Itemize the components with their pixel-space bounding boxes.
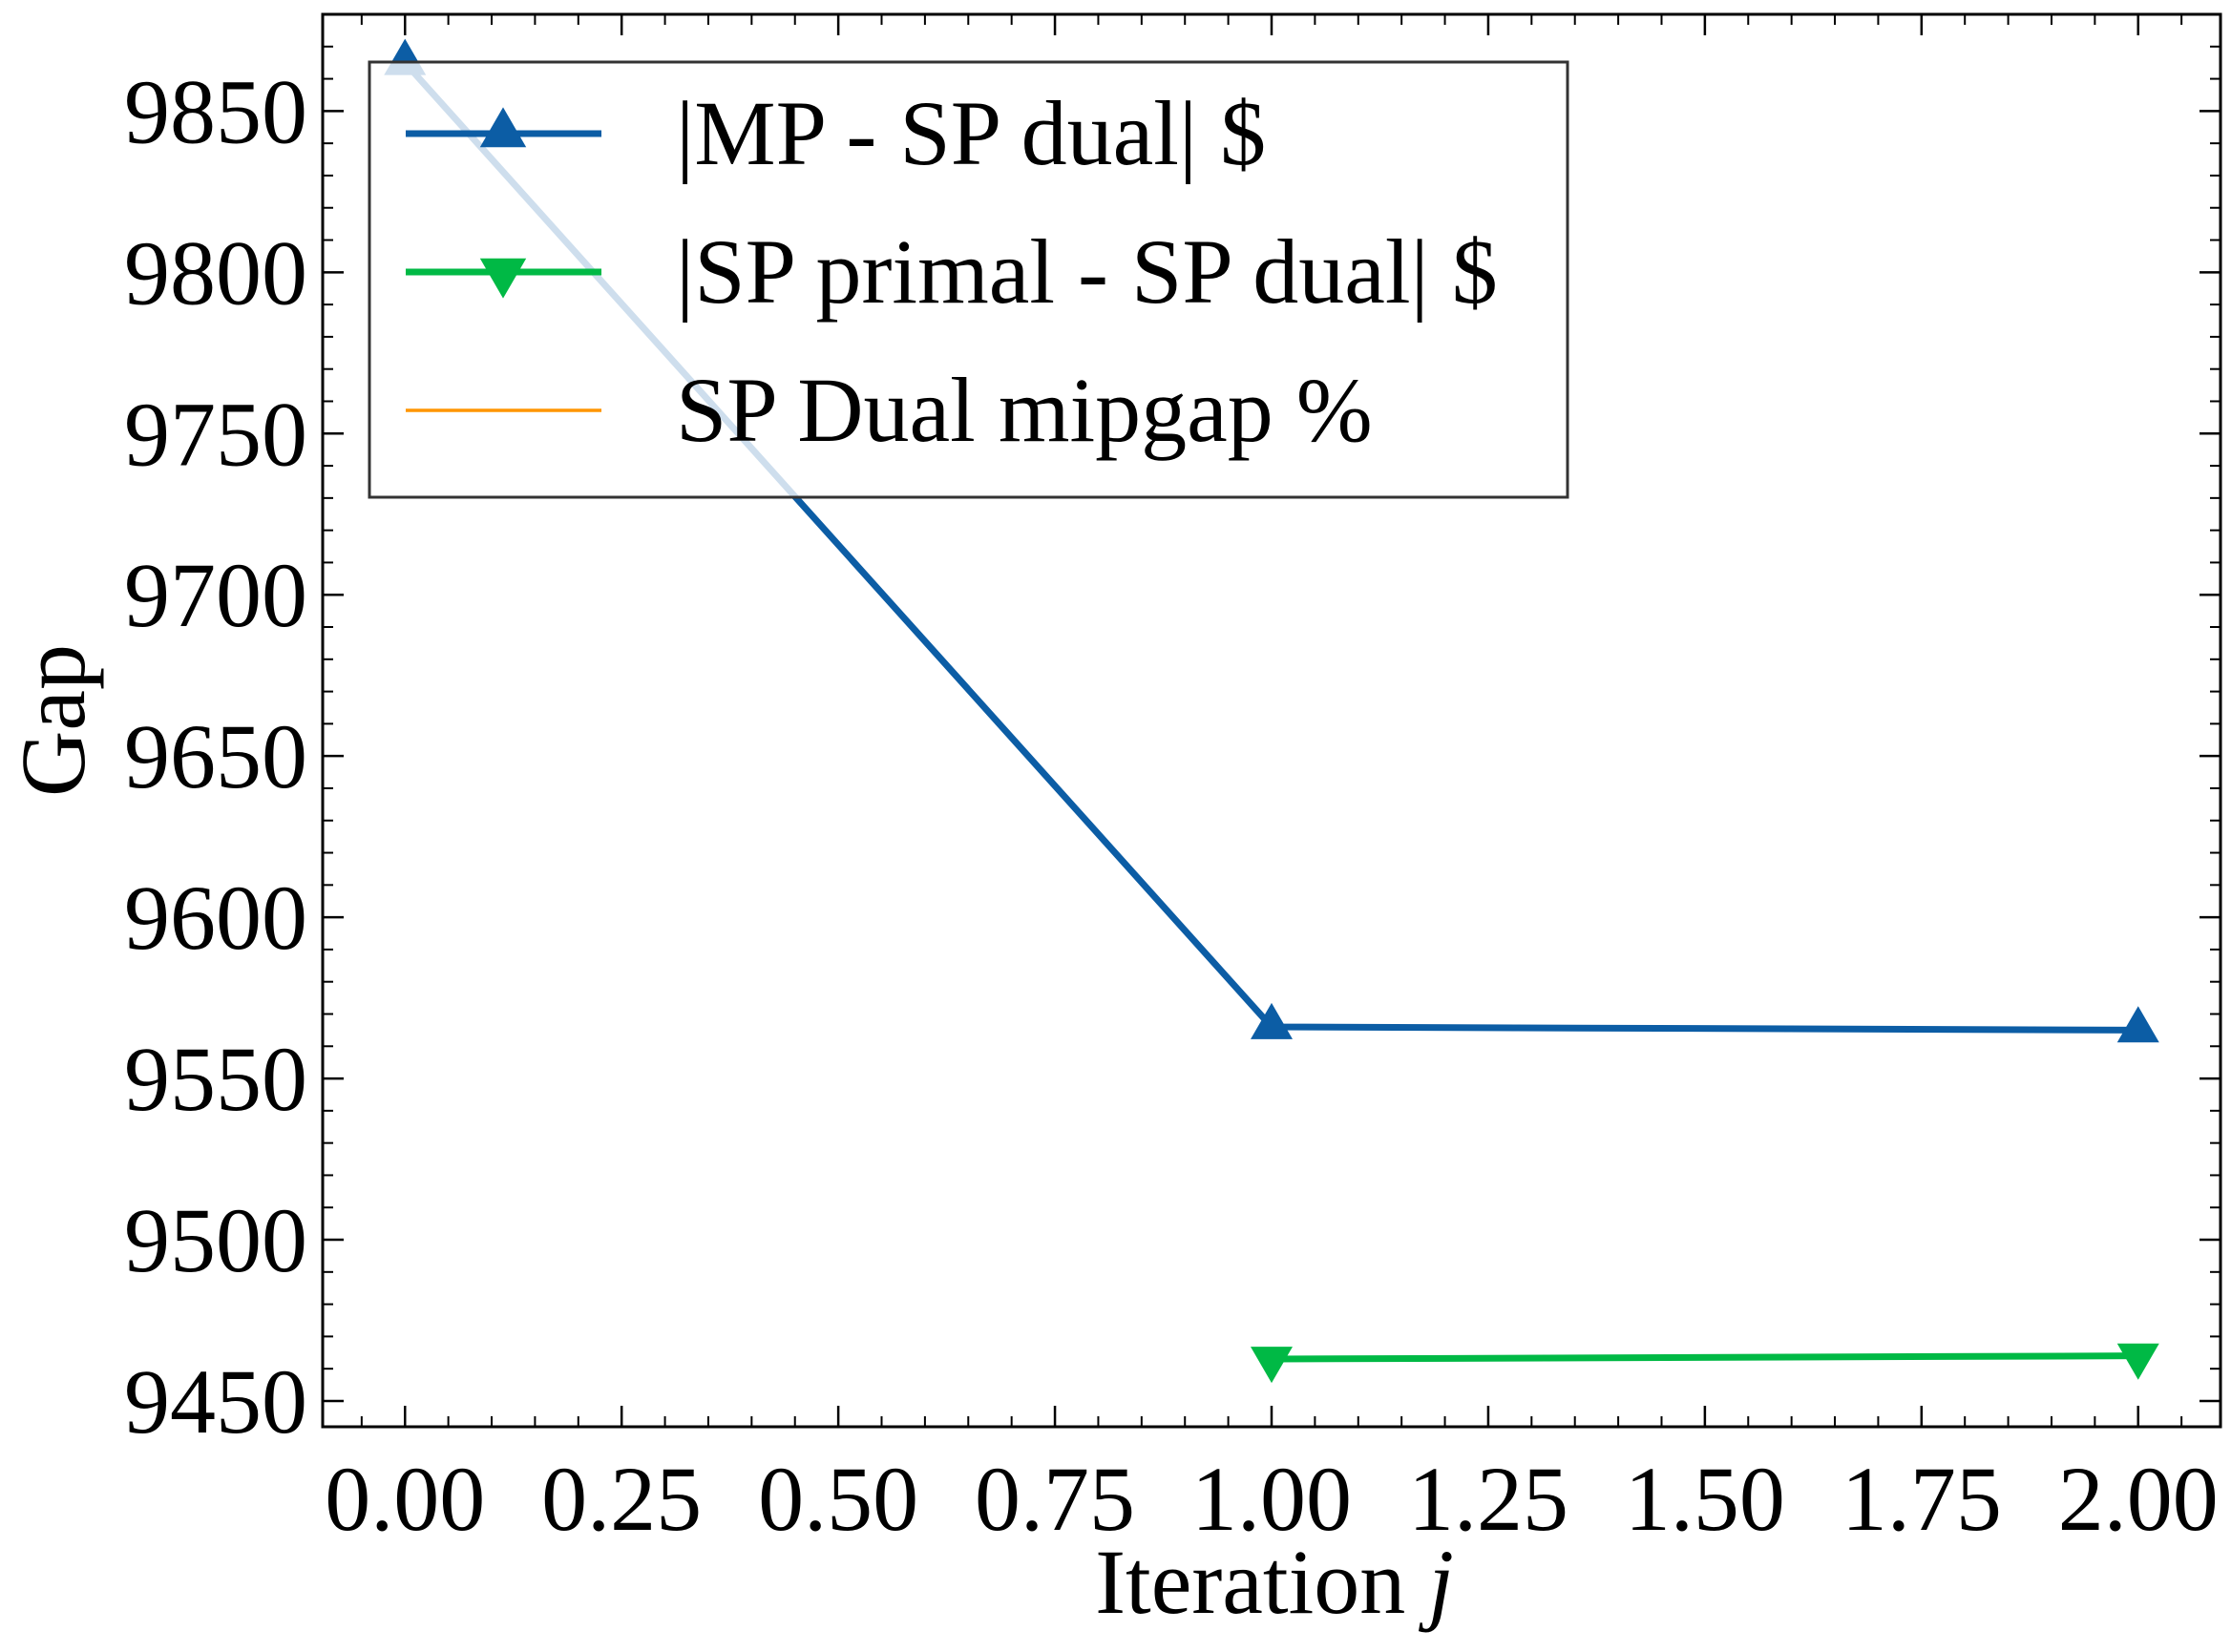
legend-label: |SP primal - SP dual| $ — [676, 220, 1498, 323]
data-point — [2116, 1343, 2159, 1380]
y-tick-label: 9600 — [124, 867, 307, 969]
legend: |MP - SP dual| $ |SP primal - SP dual| $ S… — [368, 60, 1569, 499]
y-axis-label: Gap — [2, 644, 104, 797]
y-tick-label: 9750 — [124, 383, 307, 485]
x-axis-label: Iteration j — [1095, 1531, 1454, 1633]
legend-label: |MP - SP dual| $ — [676, 82, 1266, 184]
x-tick-label: 1.50 — [1625, 1448, 1785, 1550]
plot-frame — [321, 12, 2222, 1429]
y-tick-label: 9800 — [124, 221, 307, 324]
y-tick-label: 9700 — [124, 544, 307, 646]
x-tick-label: 0.50 — [758, 1448, 918, 1550]
y-tick-label: 9850 — [124, 60, 307, 162]
x-tick-label: 0.75 — [975, 1448, 1135, 1550]
y-tick-label: 9450 — [124, 1350, 307, 1453]
data-point — [1251, 1347, 1293, 1384]
x-tick-labels: 0.00 0.25 0.50 0.75 1.00 1.25 1.50 1.75 2.00 — [325, 1448, 2219, 1550]
data-point — [2116, 1006, 2159, 1043]
series-1 — [1251, 1343, 2159, 1384]
y-tick-labels: 9450 9500 9550 9600 9650 9700 9750 9800 9850 — [124, 60, 307, 1453]
legend-marker — [479, 107, 527, 148]
x-tick-label: 1.00 — [1191, 1448, 1352, 1550]
y-tick-label: 9500 — [124, 1189, 307, 1291]
x-tick-label: 2.00 — [2058, 1448, 2219, 1550]
x-tick-label: 1.25 — [1408, 1448, 1568, 1550]
series-line — [1271, 1352, 2138, 1363]
y-tick-label: 9550 — [124, 1028, 307, 1130]
data-point — [1251, 1002, 1293, 1039]
legend-marker — [479, 258, 527, 299]
x-tick-label: 1.75 — [1842, 1448, 2002, 1550]
x-tick-label: 0.00 — [325, 1448, 485, 1550]
y-tick-label: 9650 — [124, 705, 307, 807]
major-ticks — [323, 14, 2220, 1427]
legend-label: SP Dual mipgap % — [676, 359, 1373, 461]
x-tick-label: 0.25 — [541, 1448, 702, 1550]
